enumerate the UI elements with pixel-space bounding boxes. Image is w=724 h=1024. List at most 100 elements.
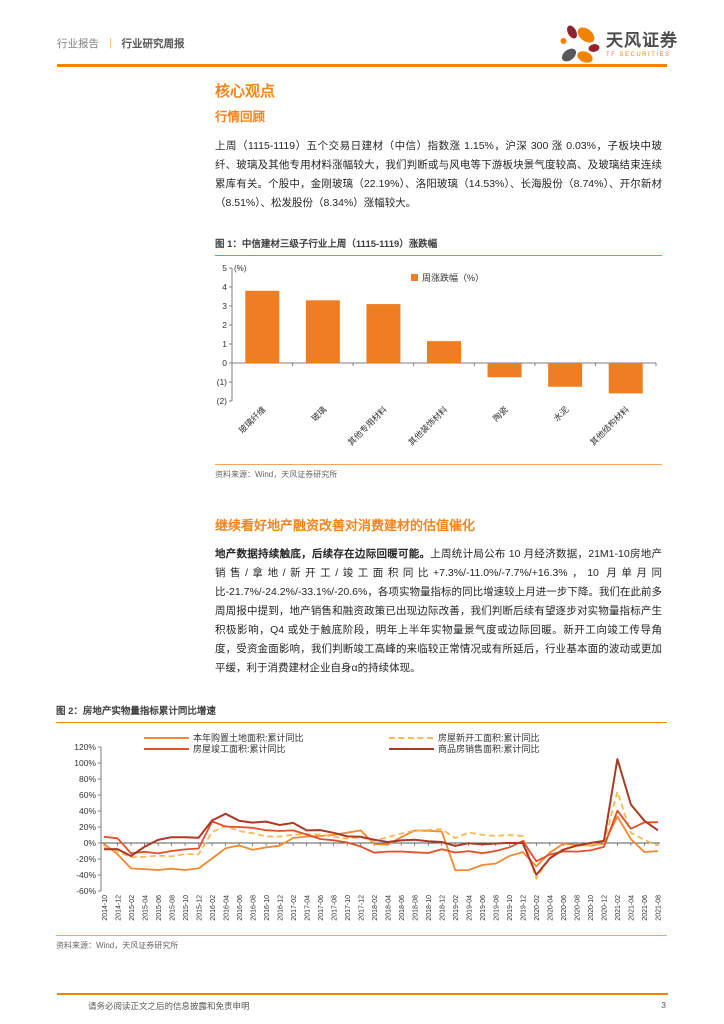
header-breadcrumb: 行业报告 ｜ 行业研究周报 [57, 36, 185, 51]
y-tick-label: 80% [79, 774, 96, 784]
logo-title: 天风证券 [606, 31, 678, 50]
series-line-3 [103, 758, 659, 876]
section-title-outlook: 继续看好地产融资改善对消费建材的估值催化 [215, 518, 476, 533]
y-tick-label: 3 [222, 301, 227, 311]
x-tick-label: 2016-06 [237, 895, 244, 921]
x-tick-label: 2019-12 [521, 895, 528, 921]
y-tick-label: 40% [79, 806, 96, 816]
bar-玻璃纤维 [245, 290, 280, 363]
y-tick-label: (2) [217, 396, 228, 406]
page-number: 3 [661, 1000, 666, 1010]
x-tick-label: 2017-10 [345, 895, 352, 921]
x-tick-label: 2018-04 [386, 895, 393, 921]
x-tick-label: 2017-04 [304, 895, 311, 921]
x-category-label: 玻璃 [309, 404, 328, 423]
y-tick-label: (1) [217, 377, 228, 387]
x-tick-label: 2015-06 [156, 895, 163, 921]
page-footer: 请务必阅读正文之后的信息披露和免责申明 3 [57, 993, 668, 1012]
bar-chart: 5 4 3 2 1 0 (1) (2) (%) 玻璃纤维 玻璃 其他专用材料 其他装饰材料 陶瓷 水泥 其他结… [217, 263, 657, 447]
y-unit-label: (%) [234, 264, 247, 273]
x-tick-label: 2019-08 [494, 895, 501, 921]
y-tick-label: 100% [74, 758, 96, 768]
series-line-0 [103, 815, 658, 872]
x-tick-label: 2015-10 [183, 895, 190, 921]
logo-subtitle: TF SECURITIES [606, 52, 671, 58]
x-tick-label: 2014-10 [102, 895, 109, 921]
x-tick-label: 2021-06 [642, 895, 649, 921]
figure-1-caption: 图 1：中信建材三级子行业上周（1115-1119）涨跌幅 [215, 236, 662, 256]
x-tick-label: 2020-04 [548, 895, 555, 921]
x-tick-label: 2015-12 [196, 895, 203, 921]
y-tick-label: 5 [222, 263, 227, 273]
x-tick-label: 2017-06 [318, 895, 325, 921]
figure-1: 图 1：中信建材三级子行业上周（1115-1119）涨跌幅 5 4 3 2 1 0 (1) (… [215, 236, 662, 480]
series-line-1 [103, 790, 659, 880]
legend-label-0: 本年购置土地面积:累计同比 [193, 732, 304, 743]
y-tick-label: 2 [222, 320, 227, 330]
tf-securities-logo: 天风证券 TF SECURITIES [558, 24, 678, 66]
page-title: 核心观点 [215, 83, 276, 100]
bar-玻璃 [305, 300, 340, 363]
figure-2: 图 2：房地产实物量指标累计同比增速 120% 100% 80% 60% 40% 20% 0… [56, 703, 667, 951]
x-category-label: 水泥 [551, 404, 570, 423]
outlook-body-text: 上周统计局公布 10 月经济数据，21M1-10房地产销售/拿地/新开工/竣工面… [215, 547, 662, 674]
y-tick-label: -20% [76, 854, 96, 864]
outlook-paragraph: 地产数据持续触底，后续存在边际回暖可能。上周统计局公布 10 月经济数据，21M… [215, 545, 662, 678]
x-category-label: 陶瓷 [491, 404, 510, 423]
bar-其他结构材料 [608, 363, 643, 394]
x-tick-label: 2020-06 [561, 895, 568, 921]
x-tick-label: 2018-08 [413, 895, 420, 921]
x-category-label: 其他结构材料 [588, 404, 631, 447]
bar-陶瓷 [487, 363, 522, 378]
x-tick-label: 2017-12 [358, 895, 365, 921]
x-tick-label: 2020-02 [534, 895, 541, 921]
x-tick-label: 2020-08 [575, 895, 582, 921]
doc-subtype-label: 行业研究周报 [121, 38, 185, 50]
figure-2-caption: 图 2：房地产实物量指标累计同比增速 [56, 703, 667, 723]
bar-其他装饰材料 [427, 341, 461, 363]
x-tick-label: 2019-10 [507, 895, 514, 921]
bar-水泥 [548, 363, 583, 387]
x-tick-label: 2015-08 [169, 895, 176, 921]
bar-其他专用材料 [366, 304, 401, 363]
x-tick-label: 2015-04 [142, 895, 149, 921]
legend-label-1: 房屋新开工面积:累计同比 [438, 732, 540, 743]
x-tick-label: 2017-02 [291, 895, 298, 921]
x-tick-label: 2016-02 [210, 895, 217, 921]
x-tick-label: 2015-02 [129, 895, 136, 921]
section-title-market-review: 行情回顾 [215, 110, 266, 124]
x-tick-label: 2018-12 [440, 895, 447, 921]
x-category-label: 其他装饰材料 [406, 404, 449, 447]
legend-label: 周涨跌幅（%） [422, 272, 484, 283]
breadcrumb-separator: ｜ [105, 38, 116, 50]
x-tick-label: 2020-12 [602, 895, 609, 921]
x-tick-label: 2021-02 [615, 895, 622, 921]
figure-1-source: 资料来源：Wind，天风证券研究所 [215, 464, 662, 480]
header-divider [57, 64, 667, 67]
x-tick-label: 2019-02 [453, 895, 460, 921]
y-tick-label: 60% [79, 790, 96, 800]
y-tick-label: 0% [84, 838, 97, 848]
footer-disclaimer: 请务必阅读正文之后的信息披露和免责申明 [88, 1001, 250, 1011]
x-tick-label: 2018-10 [426, 895, 433, 921]
y-tick-label: 20% [79, 822, 96, 832]
outlook-lead-sentence: 地产数据持续触底，后续存在边际回暖可能。 [215, 547, 431, 560]
series-line-2 [103, 809, 658, 863]
x-tick-label: 2018-02 [372, 895, 379, 921]
x-tick-label: 2020-10 [588, 895, 595, 921]
x-tick-label: 2016-04 [223, 895, 230, 921]
y-tick-label: 120% [74, 742, 96, 752]
figure-2-source: 资料来源：Wind，天风证券研究所 [56, 935, 667, 951]
x-category-label: 其他专用材料 [346, 404, 389, 447]
legend-swatch [411, 274, 418, 281]
legend-label-3: 商品房销售面积:累计同比 [438, 743, 540, 754]
x-tick-label: 2021-08 [656, 895, 663, 921]
market-review-paragraph: 上周（1115-1119）五个交易日建材（中信）指数涨 1.15%，沪深 300… [215, 139, 662, 209]
x-tick-label: 2017-08 [331, 895, 338, 921]
x-tick-label: 2016-12 [277, 895, 284, 921]
doc-type-label: 行业报告 [57, 38, 99, 50]
x-tick-label: 2021-04 [629, 895, 636, 921]
x-tick-label: 2016-08 [250, 895, 257, 921]
y-tick-label: 4 [222, 282, 227, 292]
